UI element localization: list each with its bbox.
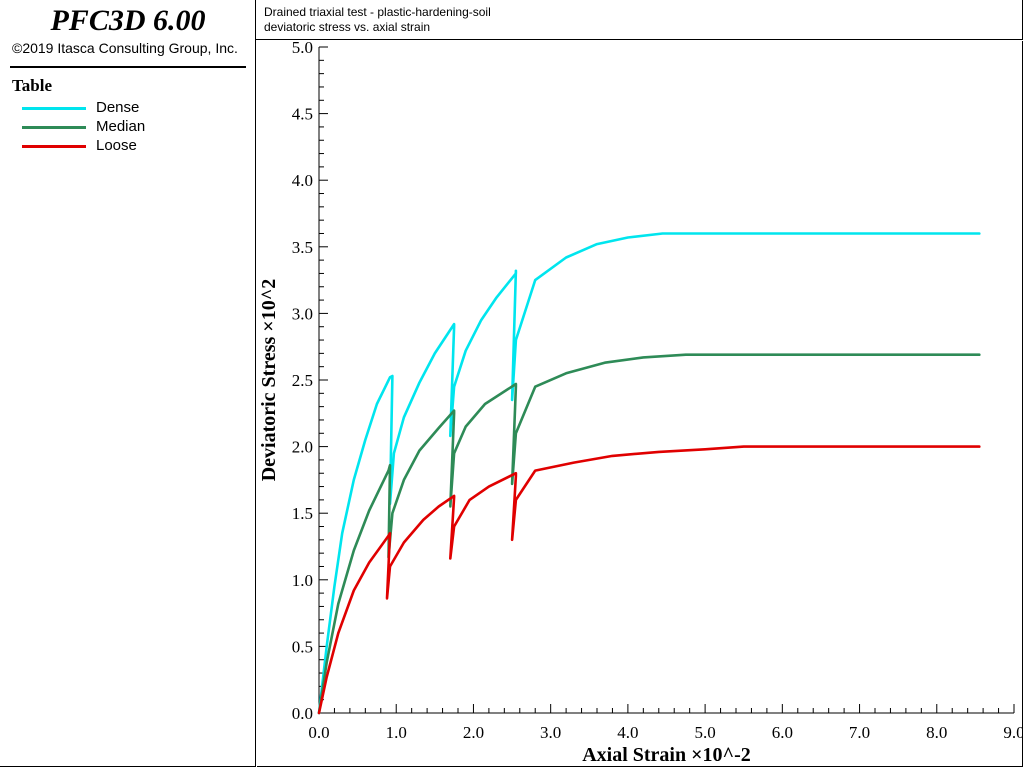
legend-title: Table bbox=[12, 76, 53, 95]
divider bbox=[10, 66, 246, 68]
plot-header: Drained triaxial test - plastic-hardenin… bbox=[256, 0, 1023, 40]
x-tick-label: 2.0 bbox=[463, 723, 484, 742]
y-tick-label: 2.5 bbox=[292, 371, 313, 390]
series-line-loose bbox=[317, 445, 981, 715]
x-tick-label: 6.0 bbox=[772, 723, 793, 742]
y-tick-label: 1.5 bbox=[292, 504, 313, 523]
legend-swatch-dense bbox=[22, 107, 86, 110]
x-tick-label: 0.0 bbox=[308, 723, 329, 742]
y-tick-label: 0.5 bbox=[292, 637, 313, 656]
legend-label-loose: Loose bbox=[96, 137, 137, 154]
x-tick-label: 8.0 bbox=[926, 723, 947, 742]
legend-swatch-median bbox=[22, 126, 86, 129]
x-tick-label: 5.0 bbox=[694, 723, 715, 742]
axes: 0.0 0.5 1.0 1.5 2.0 2.5 3.0 3.5 4.0 4.5 5.0 0.0 1.0 2… bbox=[292, 41, 1023, 742]
y-tick-label: 3.0 bbox=[292, 304, 313, 323]
sidebar-panel: PFC3D 6.00 ©2019 Itasca Consulting Group… bbox=[0, 0, 256, 767]
legend-item-median: Median bbox=[22, 118, 242, 136]
x-tick-label: 4.0 bbox=[617, 723, 638, 742]
series-line-dense bbox=[317, 232, 981, 715]
y-tick-label: 4.5 bbox=[292, 105, 313, 124]
legend-item-loose: Loose bbox=[22, 137, 242, 155]
x-axis-title: Axial Strain ×10^-2 bbox=[582, 744, 751, 766]
app-title: PFC3D 6.00 bbox=[50, 4, 206, 37]
y-tick-label: 0.0 bbox=[292, 704, 313, 723]
legend-label-median: Median bbox=[96, 118, 146, 135]
legend-item-dense: Dense bbox=[22, 99, 242, 117]
y-axis-title: Deviatoric Stress ×10^2 bbox=[258, 279, 280, 482]
y-tick-label: 3.5 bbox=[292, 238, 313, 257]
chart-svg: 0.0 0.5 1.0 1.5 2.0 2.5 3.0 3.5 4.0 4.5 5.0 0.0 1.0 2… bbox=[258, 41, 1023, 766]
legend-label-dense: Dense bbox=[96, 99, 140, 116]
x-tick-label: 1.0 bbox=[386, 723, 407, 742]
copyright-text: ©2019 Itasca Consulting Group, Inc. bbox=[12, 40, 238, 56]
y-tick-label: 2.0 bbox=[292, 438, 313, 457]
chart-area: 0.0 0.5 1.0 1.5 2.0 2.5 3.0 3.5 4.0 4.5 5.0 0.0 1.0 2… bbox=[257, 41, 1023, 767]
x-tick-label: 3.0 bbox=[540, 723, 561, 742]
axis-labels: Axial Strain ×10^-2 Deviatoric Stress ×10… bbox=[258, 279, 751, 766]
x-tick-label: 9.0 bbox=[1003, 723, 1023, 742]
x-tick-label: 7.0 bbox=[849, 723, 870, 742]
series-layer bbox=[317, 232, 981, 715]
y-tick-label: 4.0 bbox=[292, 171, 313, 190]
plot-subtitle: deviatoric stress vs. axial strain bbox=[264, 20, 431, 34]
series-line-median bbox=[317, 353, 981, 715]
legend-swatch-loose bbox=[22, 145, 86, 148]
plot-title: Drained triaxial test - plastic-hardenin… bbox=[264, 5, 491, 19]
y-tick-label: 1.0 bbox=[292, 571, 313, 590]
y-tick-label: 5.0 bbox=[292, 41, 313, 57]
